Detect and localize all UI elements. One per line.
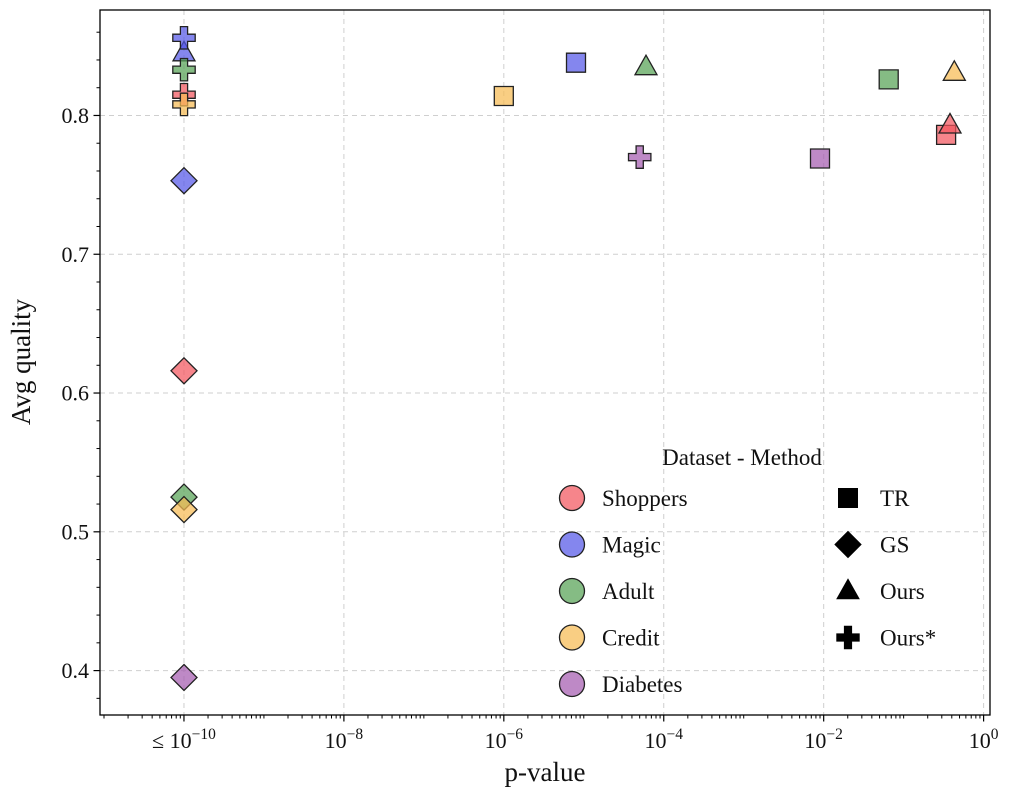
data-point-magic-ours-star <box>172 25 196 50</box>
legend: Dataset - Method Shoppers Magic Adult Credit… <box>558 445 936 698</box>
legend-method-marker-diamond <box>834 530 862 559</box>
legend-method-label: GS <box>880 533 909 558</box>
y-tick-label: 0.4 <box>62 658 90 683</box>
data-point-adult-ours-star <box>172 57 196 82</box>
tick-labels-layer: ≤ 10−10 10−8 10−6 10−4 10−2 100 0.4 0.5 0.6 0.7 0.… <box>62 103 999 753</box>
x-tick-label: ≤ 10−10 <box>152 726 216 753</box>
legend-dataset-swatch-shoppers <box>558 484 586 512</box>
legend-method-marker-triangle <box>836 578 860 600</box>
data-point-magic-gs <box>170 166 198 195</box>
data-point-credit-ours <box>942 59 967 81</box>
legend-dataset-label: Diabetes <box>602 672 683 697</box>
legend-dataset-label: Magic <box>602 533 661 558</box>
data-point-credit-tr <box>493 85 514 107</box>
y-axis-label: Avg quality <box>6 298 36 425</box>
x-tick-label: 10−6 <box>485 726 524 753</box>
data-point-diabetes-tr <box>809 148 831 169</box>
x-tick-label: 10−8 <box>325 726 364 753</box>
data-point-credit-gs <box>170 495 198 524</box>
legend-method-label: TR <box>880 486 910 511</box>
ticks-layer <box>93 31 985 722</box>
data-point-magic-tr <box>565 52 587 73</box>
legend-method-label: Ours <box>880 579 925 604</box>
x-tick-label: 10−4 <box>644 726 683 753</box>
legend-dataset-swatch-diabetes <box>558 670 586 698</box>
legend-method-label: Ours* <box>880 626 936 651</box>
data-point-diabetes-ours-star <box>627 145 652 169</box>
legend-title: Dataset - Method <box>662 445 822 470</box>
data-point-diabetes-gs <box>170 663 198 692</box>
legend-dataset-label: Credit <box>602 626 660 651</box>
legend-dataset-swatch-adult <box>558 577 586 605</box>
y-tick-label: 0.6 <box>62 381 90 406</box>
gridlines-layer <box>100 10 990 715</box>
legend-dataset-swatch-credit <box>558 624 586 651</box>
legend-method-marker-plus <box>836 625 860 650</box>
y-tick-label: 0.8 <box>62 103 90 128</box>
data-point-adult-tr <box>878 69 899 90</box>
data-point-credit-ours-star <box>172 92 196 117</box>
data-point-adult-ours <box>633 53 659 76</box>
legend-dataset-swatch-magic <box>558 531 586 558</box>
plot-border <box>99 9 991 716</box>
data-points-layer <box>170 25 967 692</box>
x-axis-label: p-value <box>505 757 586 787</box>
data-point-shoppers-ours <box>937 112 963 134</box>
y-tick-label: 0.7 <box>62 242 90 267</box>
legend-dataset-label: Shoppers <box>602 486 688 511</box>
legend-method-marker-square <box>838 488 858 508</box>
data-point-shoppers-gs <box>170 356 198 385</box>
x-tick-label: 100 <box>969 726 999 753</box>
legend-dataset-label: Adult <box>602 579 655 604</box>
x-tick-label: 10−2 <box>804 726 843 753</box>
y-tick-label: 0.5 <box>62 519 90 544</box>
